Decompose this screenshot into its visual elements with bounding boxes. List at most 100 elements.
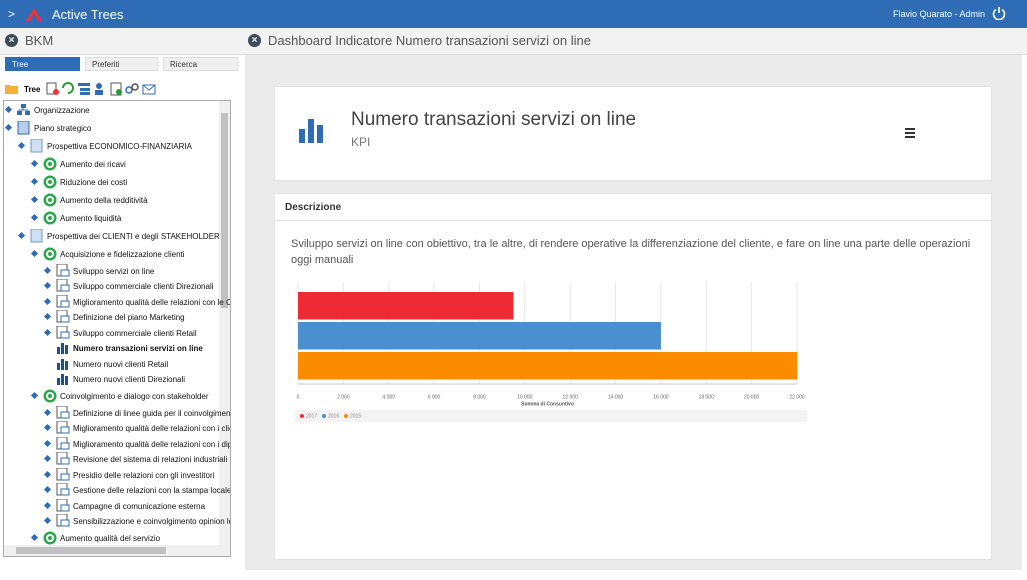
tree-node-label: Campagne di comunicazione esterna bbox=[73, 501, 206, 511]
legend-label: 2016 bbox=[328, 413, 339, 419]
legend-label: 2015 bbox=[350, 413, 361, 419]
tree-node-label: Miglioramento qualità delle relazioni co… bbox=[73, 439, 231, 449]
tree-node[interactable]: Campagne di comunicazione esterna bbox=[43, 498, 206, 512]
bar bbox=[298, 352, 797, 380]
tree-node[interactable]: Sviluppo commerciale clienti Direzionali bbox=[43, 279, 214, 292]
user-name: Flavio Quarato - Admin bbox=[893, 9, 986, 19]
folder-icon bbox=[5, 85, 18, 94]
tree-node[interactable]: Miglioramento qualità delle relazioni co… bbox=[43, 294, 231, 308]
tree-node-label: Numero nuovi clienti Direzionali bbox=[73, 375, 186, 385]
x-tick-label: 0 bbox=[297, 394, 300, 400]
menu-button[interactable] bbox=[905, 128, 917, 138]
tree-node[interactable]: Organizzazione bbox=[4, 104, 90, 116]
tree-node[interactable]: Prospettiva dei CLIENTI e degli STAKEHOL… bbox=[17, 229, 220, 243]
x-tick-label: 18 000 bbox=[699, 394, 715, 400]
tree-node[interactable]: Definizione del piano Marketing bbox=[43, 310, 185, 323]
tree-node-label: Organizzazione bbox=[34, 106, 90, 115]
x-tick-label: 10 000 bbox=[517, 394, 533, 400]
legend-marker bbox=[344, 414, 348, 418]
tab[interactable]: Preferiti bbox=[85, 57, 158, 71]
x-tick-label: 20 000 bbox=[744, 394, 760, 400]
tab[interactable]: Ricerca bbox=[163, 57, 238, 71]
tree-node[interactable]: Riduzione dei costi bbox=[30, 175, 128, 189]
x-tick-label: 2 000 bbox=[337, 394, 350, 400]
tree-node[interactable]: Sviluppo servizi on line bbox=[43, 263, 155, 277]
tree-node[interactable]: Prospettiva ECONOMICO-FINANZIARIA bbox=[17, 139, 192, 153]
power-button[interactable] bbox=[992, 6, 1006, 20]
toolbar-label: Tree bbox=[24, 85, 41, 94]
x-tick-label: 12 000 bbox=[563, 394, 579, 400]
tree-node-label: Aumento dei ricavi bbox=[60, 160, 126, 169]
tree-node-label: Aumento liquidità bbox=[60, 214, 122, 223]
bar bbox=[298, 322, 661, 350]
tree-node[interactable]: Acquisizione e fidelizzazione clienti bbox=[30, 247, 185, 261]
tree-node-label: Gestione delle relazioni con la stampa l… bbox=[73, 486, 231, 496]
logo bbox=[26, 8, 42, 21]
tree-node[interactable]: Miglioramento qualità delle relazioni co… bbox=[43, 421, 231, 434]
tree-node[interactable]: Aumento della redditività bbox=[30, 193, 148, 207]
tree-node[interactable]: Presidio delle relazioni con gli investi… bbox=[43, 467, 215, 481]
tree-node-label: Prospettiva ECONOMICO-FINANZIARIA bbox=[47, 142, 192, 151]
tree-node-label: Prospettiva dei CLIENTI e degli STAKEHOL… bbox=[47, 232, 220, 241]
tree-node[interactable]: Numero nuovi clienti Direzionali bbox=[57, 374, 186, 386]
h-scrollbar[interactable] bbox=[4, 545, 230, 556]
tree-node[interactable]: Aumento dei ricavi bbox=[30, 157, 126, 171]
tree-node[interactable]: Aumento liquidità bbox=[30, 211, 122, 225]
x-tick-label: 6 000 bbox=[428, 394, 441, 400]
tree-node[interactable]: Miglioramento qualità delle relazioni co… bbox=[43, 436, 231, 450]
close-sidebar[interactable]: × bbox=[5, 34, 18, 47]
tree-node-label: Aumento qualità del servizio bbox=[60, 534, 161, 543]
tree-node-label: Numero nuovi clienti Retail bbox=[73, 359, 169, 369]
tree-node[interactable]: Numero transazioni servizi on line bbox=[57, 343, 203, 355]
chart: 0 2 000 4 000 6 000 8 000 10 000 12 000 14 000 1… bbox=[295, 282, 807, 422]
tree-node-label: Sviluppo servizi on line bbox=[73, 266, 155, 276]
menu-toggle[interactable]: > bbox=[8, 7, 16, 21]
kpi-card: Numero transazioni servizi on line KPI bbox=[274, 86, 992, 181]
title-bar: × BKM × Dashboard Indicatore Numero tran… bbox=[0, 28, 1027, 55]
v-scrollbar[interactable] bbox=[219, 101, 230, 545]
tree-node-label: Sviluppo commerciale clienti Retail bbox=[73, 328, 197, 338]
tree-node[interactable]: Aumento qualità del servizio bbox=[30, 531, 161, 545]
tree-node[interactable]: Sensibilizzazione e coinvolgimento opini… bbox=[43, 514, 231, 527]
tree-node-label: Aumento della redditività bbox=[60, 196, 148, 205]
legend-bg bbox=[295, 410, 807, 422]
sidebar-title: BKM bbox=[25, 33, 54, 48]
close-dashboard[interactable]: × bbox=[248, 34, 261, 47]
tree-node-label: Riduzione dei costi bbox=[60, 178, 128, 187]
description-text: Sviluppo servizi on line con obiettivo, … bbox=[291, 238, 971, 266]
tree-node[interactable]: Sviluppo commerciale clienti Retail bbox=[43, 325, 197, 339]
app-title: Active Trees bbox=[52, 7, 124, 22]
tree-node-label: Miglioramento qualità delle relazioni co… bbox=[73, 424, 231, 434]
tree-node[interactable]: Revisione del sistema di relazioni indus… bbox=[43, 452, 228, 465]
tree-node-label: Sensibilizzazione e coinvolgimento opini… bbox=[73, 517, 231, 527]
tree-node[interactable]: Coinvolgimento e dialogo con stakeholder bbox=[30, 389, 209, 403]
legend-label: 2017 bbox=[306, 413, 317, 419]
tree-node[interactable]: Piano strategico bbox=[4, 121, 91, 135]
tree-node-label: Sviluppo commerciale clienti Direzionali bbox=[73, 282, 214, 292]
x-tick-label: 22 000 bbox=[789, 394, 805, 400]
tree-node-label: Acquisizione e fidelizzazione clienti bbox=[60, 250, 185, 259]
tree-node-label: Definizione di linee guida per il coinvo… bbox=[73, 408, 231, 418]
tree-node[interactable]: Gestione delle relazioni con la stampa l… bbox=[43, 483, 231, 496]
tree-node-label: Definizione del piano Marketing bbox=[73, 313, 185, 323]
tree-node[interactable]: Definizione di linee guida per il coinvo… bbox=[43, 405, 231, 419]
tree-node-label: Presidio delle relazioni con gli investi… bbox=[73, 470, 215, 480]
kpi-name: Numero transazioni servizi on line bbox=[351, 109, 637, 130]
legend-marker bbox=[300, 414, 304, 418]
legend-marker bbox=[322, 414, 326, 418]
kpi-icon bbox=[299, 119, 323, 143]
description-heading: Descrizione bbox=[285, 202, 342, 213]
dashboard-title: Dashboard Indicatore Numero transazioni … bbox=[268, 33, 591, 48]
tab[interactable]: Tree bbox=[5, 57, 80, 71]
toolbar[interactable] bbox=[45, 81, 160, 96]
tree-node-label: Revisione del sistema di relazioni indus… bbox=[73, 455, 228, 465]
tree-node-label: Coinvolgimento e dialogo con stakeholder bbox=[60, 392, 209, 401]
top-bar: > Active Trees Flavio Quarato - Admin bbox=[0, 0, 1027, 28]
tree-node[interactable]: Numero nuovi clienti Retail bbox=[57, 358, 169, 370]
tree-panel: Organizzazione Piano strategico Prospettiv… bbox=[3, 100, 231, 557]
x-tick-label: 16 000 bbox=[653, 394, 669, 400]
x-axis-title: Somma di Consuntivo bbox=[521, 401, 574, 407]
x-tick-label: 14 000 bbox=[608, 394, 624, 400]
tree-node-label: Miglioramento qualità delle relazioni co… bbox=[73, 297, 231, 307]
